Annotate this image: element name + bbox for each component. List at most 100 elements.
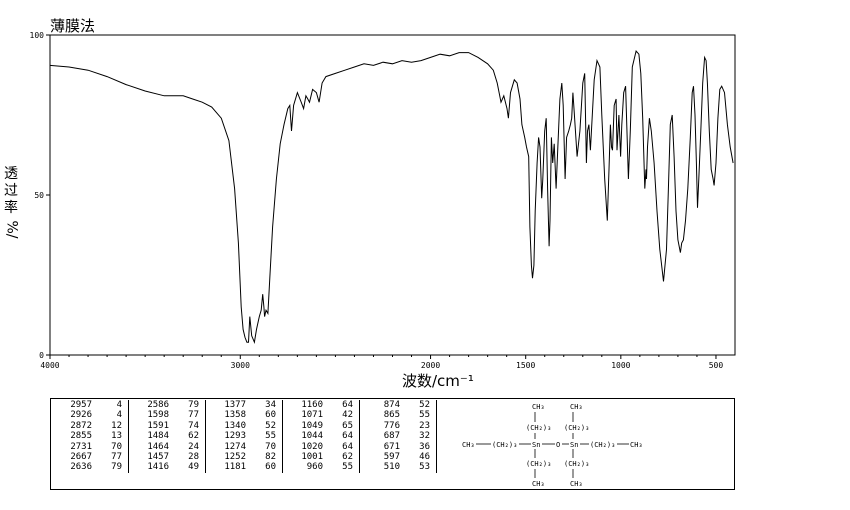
peak-transmittance: 46	[400, 452, 437, 463]
peak-transmittance: 42	[323, 410, 360, 421]
peak-transmittance: 4	[92, 400, 129, 411]
peak-wavenumber: 1340	[224, 420, 246, 431]
peak-transmittance: 23	[400, 420, 437, 432]
peak-table-row: 2636 79 1416 49 1181 60 960 55 510 53	[52, 462, 437, 473]
peak-wavenumber: 1358	[224, 410, 246, 421]
peak-wavenumber: 1044	[301, 431, 323, 442]
peak-wavenumber: 960	[306, 462, 323, 473]
struct-ch2-top-right: (CH₂)₃	[564, 424, 589, 432]
peak-wavenumber: 1377	[224, 400, 246, 410]
peak-wavenumber: 1160	[301, 400, 323, 410]
peak-wavenumber: 776	[383, 420, 400, 431]
struct-ch2-left: (CH₂)₃	[492, 441, 517, 449]
peak-wavenumber: 1457	[147, 452, 169, 463]
struct-sn-right: Sn	[570, 441, 578, 449]
peak-transmittance: 24	[169, 441, 206, 453]
peak-wavenumber: 2957	[70, 400, 92, 410]
y-axis-label-char: 率	[4, 200, 18, 216]
peak-wavenumber: 671	[383, 441, 400, 452]
peak-table-row: 2872 12 1591 74 1340 52 1049 65 776 23	[52, 420, 437, 432]
x-tick-label: 3000	[231, 361, 250, 370]
peak-transmittance: 55	[246, 431, 283, 442]
struct-ch3-top-left: CH₃	[532, 403, 545, 411]
peak-wavenumber: 1071	[301, 410, 323, 421]
struct-oxygen: O	[556, 441, 560, 449]
peak-transmittance: 13	[92, 431, 129, 442]
peak-wavenumber: 2667	[70, 452, 92, 463]
peak-transmittance: 49	[169, 462, 206, 473]
peak-transmittance: 79	[169, 400, 206, 411]
peak-table-row: 2957 4 2586 79 1377 34 1160 64 874 52	[52, 400, 437, 411]
x-axis-label: 波数/cm⁻¹	[402, 372, 474, 390]
peak-transmittance: 70	[246, 441, 283, 453]
peak-transmittance: 64	[323, 431, 360, 442]
struct-ch2-right: (CH₂)₃	[590, 441, 615, 449]
molecular-structure: CH₃ CH₃ (CH₂)₃ (CH₂)₃ CH₃ (CH₂)₃ Sn O Sn…	[462, 403, 643, 488]
struct-ch3-bottom-left: CH₃	[532, 480, 545, 488]
peak-transmittance: 64	[323, 400, 360, 411]
peak-transmittance: 74	[169, 420, 206, 432]
peak-wavenumber: 1252	[224, 452, 246, 463]
x-tick-label: 1500	[516, 361, 535, 370]
peak-table-frame	[50, 398, 735, 490]
peak-transmittance: 62	[323, 452, 360, 463]
struct-ch2-bottom-left: (CH₂)₃	[526, 460, 551, 468]
peak-wavenumber: 1020	[301, 441, 323, 452]
peak-wavenumber: 1293	[224, 431, 246, 442]
peak-wavenumber: 2636	[70, 462, 92, 473]
peak-transmittance: 77	[169, 410, 206, 421]
peak-wavenumber: 687	[383, 431, 400, 442]
peak-table-row: 2667 77 1457 28 1252 82 1001 62 597 46	[52, 452, 437, 463]
struct-sn-left: Sn	[532, 441, 540, 449]
peak-transmittance: 60	[246, 462, 283, 473]
peak-transmittance: 82	[246, 452, 283, 463]
peak-transmittance: 32	[400, 431, 437, 442]
peak-wavenumber: 2872	[70, 420, 92, 431]
peak-transmittance: 28	[169, 452, 206, 463]
peak-wavenumber: 1181	[224, 462, 246, 473]
peak-wavenumber: 2926	[70, 410, 92, 421]
peak-transmittance: 34	[246, 400, 283, 411]
peak-transmittance: 55	[323, 462, 360, 473]
spectrum-line	[49, 49, 734, 344]
struct-ch2-bottom-right: (CH₂)₃	[564, 460, 589, 468]
peak-transmittance: 52	[246, 420, 283, 432]
peak-wavenumber: 1598	[147, 410, 169, 421]
peak-transmittance: 55	[400, 410, 437, 421]
peak-wavenumber: 1274	[224, 441, 246, 452]
peak-transmittance: 65	[323, 420, 360, 432]
struct-ch3-bottom-right: CH₃	[570, 480, 583, 488]
y-tick-label: 100	[30, 31, 45, 40]
x-tick-label: 4000	[40, 361, 59, 370]
x-tick-label: 1000	[611, 361, 630, 370]
y-axis-label: 透 过 率 %/	[2, 166, 20, 239]
peak-transmittance: 52	[400, 400, 437, 411]
peak-transmittance: 12	[92, 420, 129, 432]
peak-transmittance: 62	[169, 431, 206, 442]
y-axis-label-char: 过	[4, 183, 18, 199]
x-tick-label: 500	[709, 361, 724, 370]
struct-ch3-right: CH₃	[630, 441, 643, 449]
peak-transmittance: 79	[92, 462, 129, 473]
y-tick-label: 50	[34, 191, 44, 200]
peak-table-row: 2926 4 1598 77 1358 60 1071 42 865 55	[52, 410, 437, 421]
peak-transmittance: 53	[400, 462, 437, 473]
peak-wavenumber: 510	[383, 462, 400, 473]
peak-wavenumber: 1049	[301, 420, 323, 431]
struct-ch3-top-right: CH₃	[570, 403, 583, 411]
peak-wavenumber: 1464	[147, 441, 169, 452]
peak-transmittance: 60	[246, 410, 283, 421]
peak-wavenumber: 865	[383, 410, 400, 421]
peak-transmittance: 64	[323, 441, 360, 453]
peak-transmittance: 4	[92, 410, 129, 421]
y-tick-label: 0	[39, 351, 44, 360]
peak-wavenumber: 597	[383, 452, 400, 463]
y-axis-label-char: 透	[4, 166, 18, 182]
peak-table: 2957 4 2586 79 1377 34 1160 64 874 52 2926 4 1598 77 1…	[52, 400, 437, 473]
peak-wavenumber: 1001	[301, 452, 323, 463]
y-axis-label-unit: %/	[3, 220, 20, 239]
struct-bonds	[476, 412, 629, 478]
x-tick-label: 2000	[421, 361, 440, 370]
peak-transmittance: 70	[92, 441, 129, 453]
